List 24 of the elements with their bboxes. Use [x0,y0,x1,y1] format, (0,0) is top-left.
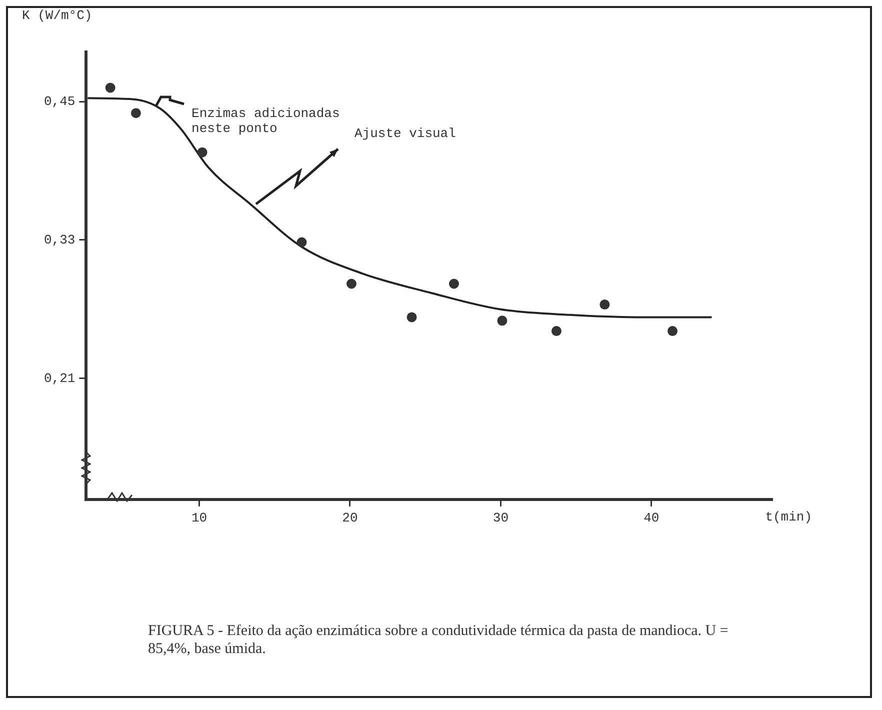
point [130,108,141,118]
point [600,300,610,310]
point [197,147,208,158]
annotation: Ajuste visual [354,126,457,142]
point [346,278,356,289]
point [296,237,307,248]
x-tick-label: 10 [191,510,208,526]
point [551,326,562,336]
x-axis-title: t(min) [765,509,812,524]
point [497,316,508,326]
text: FIGURA 5 - Efeito da ação enzimática sobre a condutividade térmica da pasta de mandioca. U = 85,4%, base úmida. [148,622,730,658]
y-tick-label: 0,33 [44,232,76,248]
line-series [86,97,713,318]
x-tick-label: 30 [492,510,508,526]
point [448,278,459,289]
x-tick-label: 20 [342,510,358,526]
point [105,82,116,93]
annotation: Enzimas adicionadas neste ponto [192,106,340,136]
point [668,326,678,336]
y-tick-label: 0,45 [44,94,76,110]
y-axis-title: K (W/m°C) [22,8,92,23]
y-tick-label: 0,21 [44,370,76,386]
x-tick-label: 40 [644,510,660,526]
point [406,312,417,322]
